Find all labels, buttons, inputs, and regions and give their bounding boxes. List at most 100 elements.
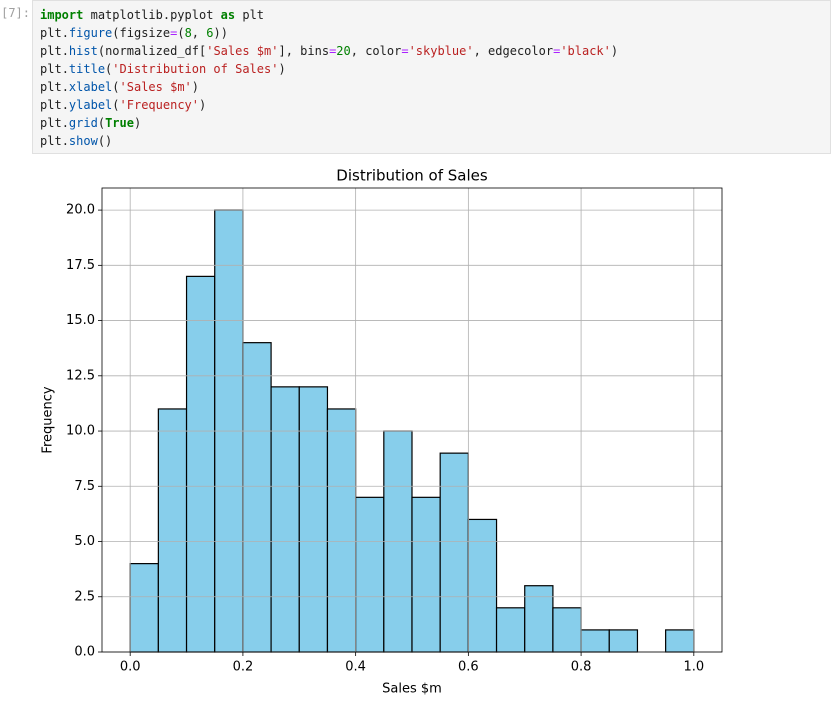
code-token: (: [97, 44, 106, 58]
code-token: matplotlib: [90, 8, 163, 22]
y-tick-label: 17.5: [66, 258, 95, 273]
y-axis-label: Frequency: [41, 386, 56, 453]
code-token: (: [112, 98, 120, 112]
x-tick-label: 0.2: [233, 660, 254, 675]
code-token: =: [553, 44, 561, 58]
code-token: ): [199, 98, 207, 112]
x-tick-label: 0.0: [120, 660, 141, 675]
code-token: plt: [40, 80, 62, 94]
bar: [524, 585, 554, 653]
bar: [355, 496, 385, 653]
code-token: normalized_df: [105, 44, 199, 58]
code-token: .: [61, 80, 69, 94]
bar: [270, 386, 300, 653]
bar: [326, 408, 357, 653]
code-token: hist: [68, 44, 98, 58]
code-token: ,: [350, 44, 366, 58]
code-token: (: [112, 80, 120, 94]
code-token: 'Frequency': [119, 98, 199, 112]
code-line: plt.title('Distribution of Sales'): [40, 60, 830, 78]
code-token: 6: [206, 26, 214, 40]
code-token: 'Distribution of Sales': [112, 62, 279, 76]
code-token: ): [191, 80, 199, 94]
code-token: pyplot: [170, 8, 214, 22]
code-token: .: [61, 44, 69, 58]
code-token: .: [61, 134, 69, 148]
y-tick-label: 7.5: [74, 479, 95, 494]
code-token: (: [97, 116, 106, 130]
code-line: import matplotlib.pyplot as plt: [40, 6, 830, 24]
code-line: plt.hist(normalized_df['Sales $m'], bins…: [40, 42, 830, 60]
code-token: ): [278, 62, 286, 76]
code-token: (: [105, 62, 113, 76]
bar: [665, 629, 695, 653]
bar: [467, 518, 498, 653]
code-token: plt: [40, 134, 62, 148]
code-token: 'skyblue': [408, 44, 474, 58]
code-token: bins: [300, 44, 330, 58]
code-token: =: [401, 44, 409, 58]
code-token: .: [61, 26, 69, 40]
code-token: 20: [336, 44, 351, 58]
bar: [185, 275, 216, 653]
code-token: grid: [68, 116, 98, 130]
code-token: color: [365, 44, 402, 58]
code-token: =: [170, 26, 178, 40]
code-token: figure: [68, 26, 113, 40]
bar: [298, 386, 329, 653]
code-token: 8: [184, 26, 192, 40]
code-cell[interactable]: import matplotlib.pyplot as plt plt.figur…: [32, 0, 831, 154]
bar: [439, 452, 469, 653]
code-line: plt.figure(figsize=(8, 6)): [40, 24, 830, 42]
y-tick-label: 15.0: [66, 313, 95, 328]
x-tick-label: 0.6: [458, 660, 479, 675]
code-token: .: [61, 98, 69, 112]
y-tick-label: 5.0: [74, 534, 95, 549]
bar: [552, 607, 582, 653]
x-tick-label: 1.0: [683, 660, 704, 675]
code-token: (: [177, 26, 185, 40]
code-token: [: [198, 44, 207, 58]
y-tick-label: 20.0: [66, 203, 95, 218]
code-token: (: [112, 26, 120, 40]
x-axis-label: Sales $m: [382, 682, 442, 697]
bar: [411, 496, 441, 653]
code-token: plt: [40, 44, 62, 58]
code-token: 'black': [560, 44, 611, 58]
code-token: )): [213, 26, 228, 40]
code-token: plt: [40, 116, 62, 130]
code-token: ): [133, 116, 142, 130]
code-token: plt: [40, 98, 62, 112]
y-tick-label: 10.0: [66, 424, 95, 439]
x-tick-label: 0.8: [571, 660, 592, 675]
code-token: (): [97, 134, 113, 148]
plot-frame: [101, 187, 723, 653]
code-token: edgecolor: [488, 44, 554, 58]
code-line: plt.show(): [40, 132, 830, 150]
code-token: ylabel: [68, 98, 113, 112]
code-token: show: [68, 134, 98, 148]
code-token: xlabel: [68, 80, 113, 94]
bar: [580, 629, 610, 653]
code-line: plt.ylabel('Frequency'): [40, 96, 830, 114]
code-token: plt: [40, 26, 62, 40]
code-token: True: [105, 116, 134, 130]
code-line: plt.xlabel('Sales $m'): [40, 78, 830, 96]
bar: [157, 408, 188, 653]
bar: [242, 342, 272, 653]
code-token: ): [610, 44, 619, 58]
code-token: ,: [473, 44, 489, 58]
bar: [495, 607, 526, 653]
y-tick-label: 2.5: [74, 589, 95, 604]
code-token: figsize: [119, 26, 171, 40]
code-token: .: [61, 116, 69, 130]
code-token: 'Sales $m': [119, 80, 192, 94]
code-token: title: [68, 62, 106, 76]
bar: [129, 563, 159, 653]
code-token: plt: [40, 62, 62, 76]
code-token: import: [40, 8, 84, 22]
code-token: .: [61, 62, 69, 76]
chart-title: Distribution of Sales: [336, 167, 488, 185]
